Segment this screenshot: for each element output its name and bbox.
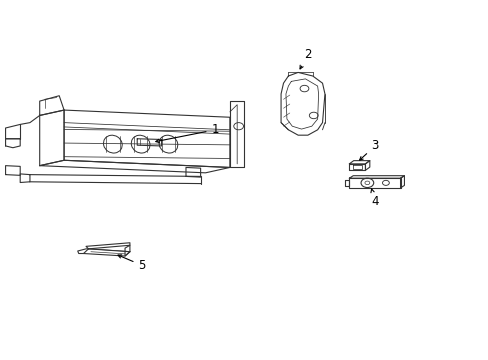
Text: 2: 2: [300, 48, 311, 69]
Text: 5: 5: [118, 255, 145, 272]
Text: 4: 4: [370, 189, 378, 208]
Text: 3: 3: [359, 139, 378, 160]
Text: 1: 1: [156, 123, 219, 143]
